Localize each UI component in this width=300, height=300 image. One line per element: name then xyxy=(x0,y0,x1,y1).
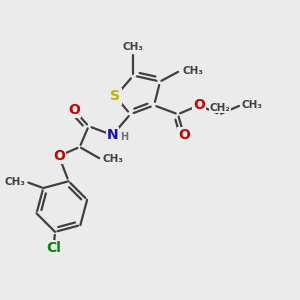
Text: H: H xyxy=(120,132,128,142)
Text: CH₃: CH₃ xyxy=(102,154,123,164)
Text: CH₂: CH₂ xyxy=(209,103,230,113)
Text: CH₃: CH₃ xyxy=(4,177,26,187)
Text: O: O xyxy=(193,98,205,112)
Text: O: O xyxy=(68,103,80,117)
Text: CH₃: CH₃ xyxy=(242,100,263,110)
Text: O: O xyxy=(53,149,65,163)
Text: S: S xyxy=(110,89,120,103)
Text: CH₃: CH₃ xyxy=(123,42,144,52)
Text: Cl: Cl xyxy=(46,241,61,255)
Text: CH₃: CH₃ xyxy=(182,66,203,76)
Text: O: O xyxy=(178,128,190,142)
Text: N: N xyxy=(106,128,118,142)
